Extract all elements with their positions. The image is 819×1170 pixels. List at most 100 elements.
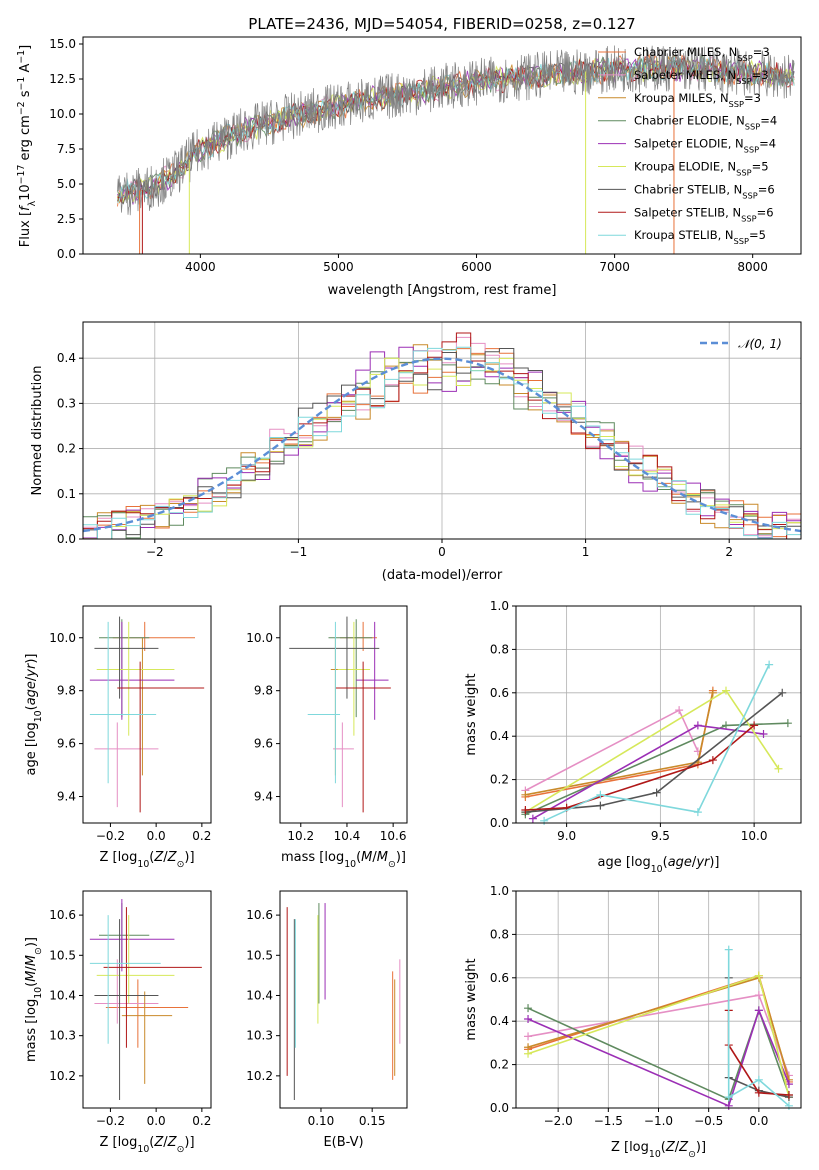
legend-entry: Kroupa STELIB, NSSP=5: [634, 228, 766, 246]
axes-frame: [82, 605, 212, 824]
legend-entry: Chabrier STELIB, NSSP=6: [634, 182, 775, 200]
weight-marker: [722, 686, 730, 695]
y-tick-label: 1.0: [490, 884, 509, 898]
weight-marker: [693, 721, 702, 730]
chart-layer: 4000 5000 6000 7000 80000.02.55.07.510.012.5…: [16, 36, 802, 1160]
weight-marker: [724, 1093, 733, 1102]
x-tick-label: 4000: [185, 260, 216, 274]
y-axis-label: Normed distribution: [30, 366, 45, 496]
y-tick-label: 10.6: [246, 908, 273, 922]
y-tick-label: 0.0: [490, 816, 509, 830]
y-tick-label: 10.4: [49, 988, 76, 1002]
x-tick-label: 0.10: [308, 1114, 335, 1128]
histogram-plot-area: [83, 332, 801, 539]
y-axis-label: age [log10(age/yr)]: [24, 653, 44, 775]
weight-line-8: [727, 949, 790, 1107]
x-tick-label: 2: [725, 545, 733, 559]
weight-line-8: [543, 664, 770, 822]
y-tick-label: 0.1: [57, 487, 76, 501]
y-tick-label: 10.0: [49, 107, 76, 121]
y-tick-label: 1.0: [490, 599, 509, 613]
weight-marker: [754, 991, 763, 1000]
x-tick-label: 0.2: [192, 1114, 211, 1128]
x-tick-label: 7000: [599, 260, 630, 274]
x-tick-label: −0.2: [96, 1114, 125, 1128]
legend-entry: Salpeter STELIB, NSSP=6: [634, 205, 774, 223]
x-tick-label: −0.5: [694, 1114, 723, 1128]
y-tick-label: 0.3: [57, 396, 76, 410]
weight-line-3: [527, 1007, 790, 1101]
y-tick-label: 0.2: [490, 1058, 509, 1072]
y-axis-label: Flux [fλ10−17 erg cm−2 s−1 A−1]: [16, 45, 38, 247]
x-tick-label: −1.5: [594, 1114, 623, 1128]
x-tick-label: 0.0: [147, 1114, 166, 1128]
y-tick-label: 10.3: [49, 1029, 76, 1043]
y-tick-label: 0.2: [490, 773, 509, 787]
y-tick-label: 10.5: [246, 948, 273, 962]
y-tick-label: 12.5: [49, 72, 76, 86]
x-tick-label: 10.4: [334, 829, 361, 843]
x-tick-label: 8000: [737, 260, 768, 274]
x-tick-label: 0: [438, 545, 446, 559]
weight-marker: [708, 688, 717, 697]
legend-entry: Kroupa MILES, NSSP=3: [634, 91, 761, 109]
x-tick-label: 0.2: [192, 829, 211, 843]
x-axis-label: Z [log10(Z/Z⊙)]: [99, 1135, 194, 1155]
weight-marker: [540, 816, 549, 825]
y-tick-label: 0.2: [57, 442, 76, 456]
x-axis-label: (data-model)/error: [382, 568, 503, 583]
weight-marker: [693, 808, 702, 817]
weight-marker: [521, 805, 530, 814]
x-tick-label: −1.0: [644, 1114, 673, 1128]
x-axis-label: age [log10(age/yr)]: [597, 855, 719, 875]
y-tick-label: 9.4: [57, 790, 76, 804]
y-tick-label: 5.0: [57, 177, 76, 191]
x-axis-label: mass [log10(M/M⊙)]: [281, 850, 406, 870]
weight-line-7: [525, 724, 755, 811]
axes-frame: [82, 890, 212, 1109]
x-tick-label: 10.0: [741, 829, 768, 843]
weight-marker: [783, 719, 792, 728]
x-tick-label: 0.0: [147, 829, 166, 843]
axes-frame: [279, 890, 408, 1109]
x-axis-label: E(B-V): [323, 1135, 363, 1150]
weight-marker: [524, 1004, 533, 1013]
normal-curve: [83, 357, 801, 533]
x-tick-label: −0.2: [96, 829, 125, 843]
axes-frame: [515, 605, 802, 824]
weight-line-6: [525, 692, 783, 813]
x-tick-label: 10.6: [380, 829, 407, 843]
weight-marker: [754, 1088, 763, 1097]
weight-marker: [754, 1006, 763, 1015]
y-tick-label: 10.0: [49, 631, 76, 645]
y-tick-label: 0.6: [490, 971, 509, 985]
y-tick-label: 0.8: [490, 642, 509, 656]
x-tick-label: 0.0: [749, 1114, 768, 1128]
model-spectrum-8: [117, 56, 795, 204]
axes-frame: [82, 36, 802, 255]
weight-marker: [750, 721, 759, 730]
x-tick-label: −2: [146, 545, 164, 559]
weight-marker: [722, 721, 730, 730]
y-axis-label: mass weight: [464, 673, 479, 755]
y-tick-label: 2.5: [57, 212, 76, 226]
y-tick-label: 9.6: [254, 737, 273, 751]
x-tick-label: 0.15: [359, 1114, 386, 1128]
weight-marker: [675, 706, 684, 715]
y-tick-label: 10.4: [246, 988, 273, 1002]
weight-marker: [708, 756, 717, 765]
y-tick-label: 9.8: [57, 684, 76, 698]
x-tick-label: −2.0: [544, 1114, 573, 1128]
weight-marker: [774, 764, 783, 773]
weight-marker: [754, 1075, 763, 1084]
legend-entry: Chabrier MILES, NSSP=3: [634, 45, 770, 63]
weight-marker: [724, 1101, 733, 1110]
weight-marker: [784, 1090, 793, 1099]
spectrum-plot-area: [117, 45, 795, 254]
y-tick-label: 0.0: [490, 1101, 509, 1115]
x-tick-label: 9.0: [557, 829, 576, 843]
y-tick-label: 10.0: [246, 631, 273, 645]
y-tick-label: 10.3: [246, 1029, 273, 1043]
x-axis-label: Z [log10(Z/Z⊙)]: [99, 850, 194, 870]
x-tick-label: 5000: [323, 260, 354, 274]
